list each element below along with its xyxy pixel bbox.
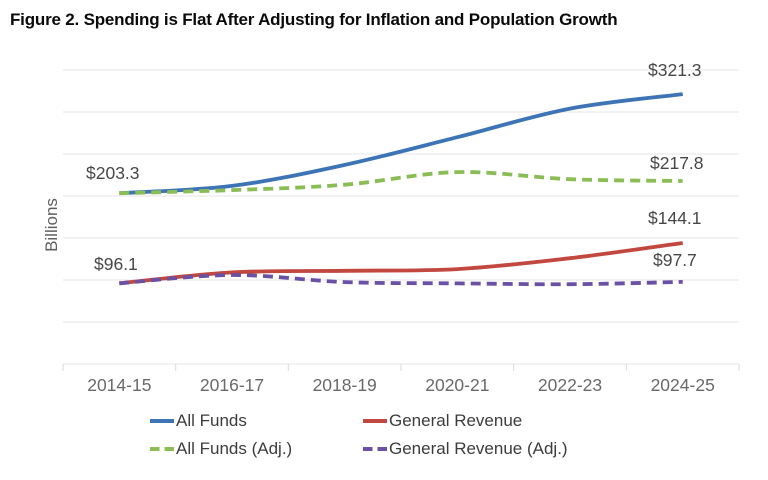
legend-label-all-funds-adj: All Funds (Adj.)	[176, 439, 293, 458]
legend-label-all-funds: All Funds	[176, 411, 247, 430]
legend-swatch-all-funds	[150, 419, 174, 423]
x-axis-labels: 2014-15 2016-17 2018-19 2020-21 2022-23 …	[63, 375, 739, 396]
data-label-general-revenue-end: $144.1	[648, 208, 702, 228]
legend-swatch-general-revenue-adj	[363, 447, 387, 451]
x-axis-tick-label: 2016-17	[199, 375, 265, 395]
data-label-all-funds-end: $321.3	[648, 60, 702, 80]
x-axis-tick-label: 2024-25	[650, 375, 715, 395]
x-axis-tick-label: 2018-19	[312, 375, 377, 395]
legend-item-general-revenue-adj: General Revenue (Adj.)	[363, 435, 568, 463]
legend: All Funds General Revenue All Funds (Adj…	[150, 407, 568, 463]
legend-label-general-revenue: General Revenue	[389, 411, 523, 430]
legend-label-general-revenue-adj: General Revenue (Adj.)	[389, 439, 568, 458]
x-axis-tick-label: 2014-15	[87, 375, 152, 395]
x-axis-tick-label: 2022-23	[537, 375, 603, 395]
data-label-all-funds-adj-end: $217.8	[650, 153, 704, 173]
data-label-all-funds-start: $203.3	[86, 163, 140, 183]
legend-swatch-general-revenue	[363, 419, 387, 423]
legend-item-all-funds-adj: All Funds (Adj.)	[150, 435, 363, 463]
legend-item-all-funds: All Funds	[150, 407, 363, 435]
figure-title: Figure 2. Spending is Flat After Adjusti…	[10, 10, 618, 29]
x-axis-tick-label: 2020-21	[425, 375, 490, 395]
data-label-general-revenue-adj-end: $97.7	[653, 250, 697, 270]
y-axis-title: Billions	[42, 198, 61, 252]
legend-item-general-revenue: General Revenue	[363, 407, 568, 435]
legend-swatch-all-funds-adj	[150, 447, 174, 451]
data-label-general-revenue-start: $96.1	[94, 254, 138, 274]
